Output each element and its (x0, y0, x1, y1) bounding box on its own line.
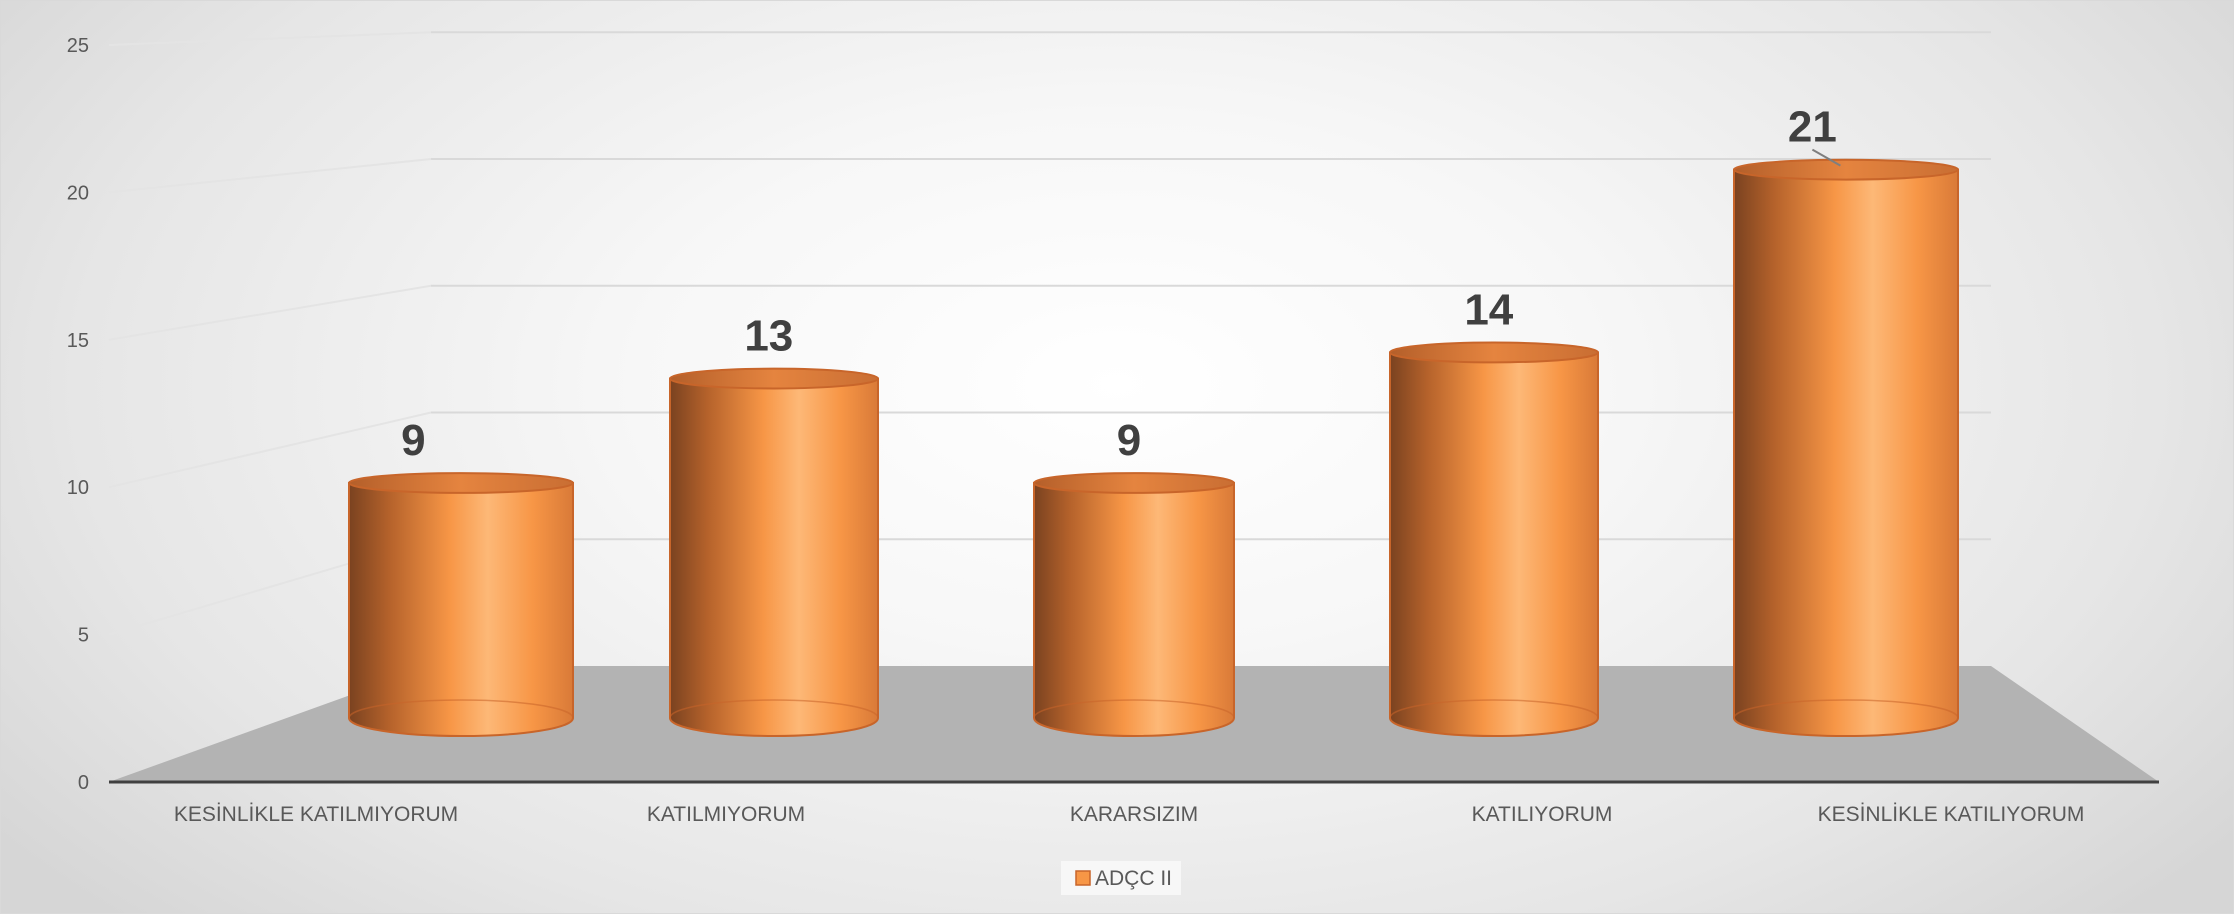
bar (1389, 341, 1599, 737)
bar-cap (348, 472, 574, 494)
bar-body (1733, 168, 1959, 737)
data-label: 14 (1464, 285, 1513, 334)
gridline-side (108, 411, 432, 489)
bar (1033, 472, 1235, 737)
legend-label: ADÇC II (1095, 867, 1172, 890)
bar-cap (1033, 472, 1235, 494)
bar-cap (1733, 158, 1959, 181)
bar (348, 472, 574, 737)
y-tick-label: 0 (78, 772, 89, 794)
y-tick-label: 20 (67, 182, 89, 204)
bar-body (1033, 482, 1235, 737)
x-tick-label: KATILMIYORUM (647, 803, 805, 826)
legend-swatch (1075, 870, 1091, 886)
bar-body (669, 377, 879, 737)
data-label: 9 (1117, 416, 1141, 465)
bar-base-rim (1733, 699, 1959, 719)
x-tick-label: KARARSIZIM (1070, 803, 1198, 826)
legend: ADÇC II (1061, 861, 1181, 895)
gridline-side (108, 31, 432, 46)
x-tick-label: KESİNLİKLE KATILMIYORUM (174, 803, 458, 826)
data-label: 13 (744, 312, 793, 361)
gridline-side (108, 158, 432, 194)
y-tick-label: 25 (67, 35, 89, 57)
bar (1733, 158, 1959, 737)
data-label-leader (1811, 148, 1841, 167)
y-tick-label: 10 (67, 477, 89, 499)
bar-body (348, 482, 574, 737)
bar-base-rim (669, 699, 879, 719)
bar-cap (669, 367, 879, 390)
data-label: 9 (401, 416, 425, 465)
bar-cap (1389, 341, 1599, 364)
bar-base-rim (1389, 699, 1599, 719)
y-tick-label: 15 (67, 330, 89, 352)
x-tick-label: KATILIYORUM (1472, 803, 1613, 826)
bar (669, 367, 879, 737)
y-tick-label: 5 (78, 625, 89, 647)
bar-body (1389, 351, 1599, 737)
data-label: 21 (1788, 103, 1837, 152)
bar-base-rim (1033, 699, 1235, 719)
bar-base-rim (348, 699, 574, 719)
x-tick-label: KESİNLİKLE KATILIYORUM (1818, 803, 2085, 826)
gridline-side (108, 284, 432, 341)
